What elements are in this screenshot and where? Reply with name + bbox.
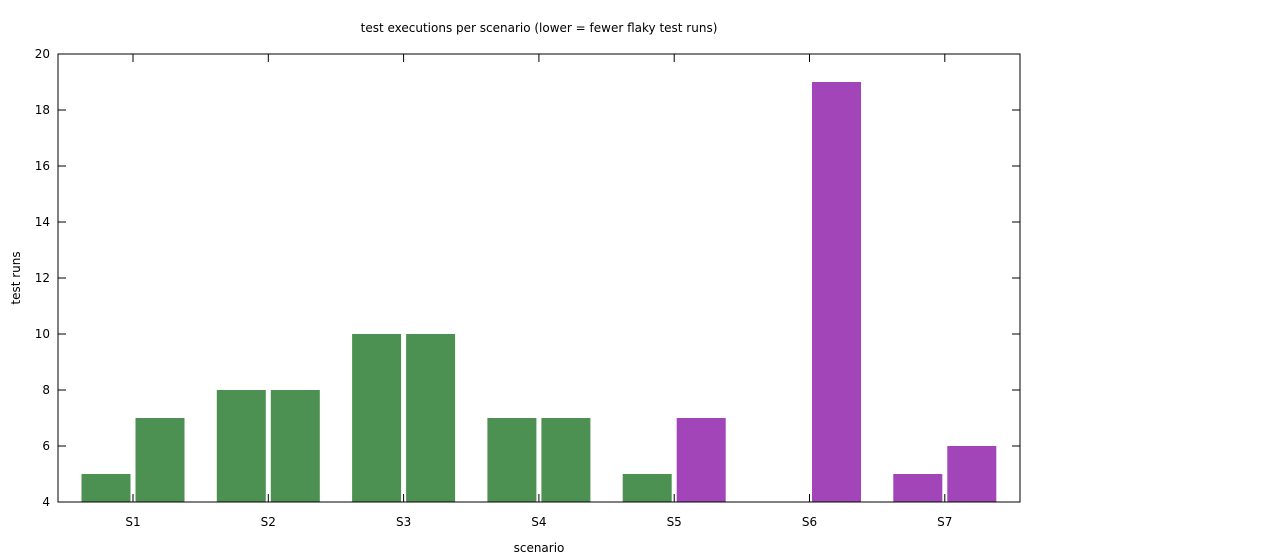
plot-frame bbox=[57, 53, 1021, 503]
x-axis-label: scenario bbox=[514, 541, 565, 555]
chart-title: test executions per scenario (lower = fe… bbox=[361, 21, 718, 35]
y-tick-label: 18 bbox=[35, 103, 50, 117]
y-tick-label: 6 bbox=[42, 439, 50, 453]
bar-s7-1 bbox=[893, 474, 943, 502]
bar-s6-2 bbox=[812, 82, 861, 502]
x-tick-label-s5: S5 bbox=[667, 515, 682, 529]
bar-s3-1 bbox=[352, 334, 402, 502]
x-tick-label-s4: S4 bbox=[531, 515, 546, 529]
y-tick-label: 8 bbox=[42, 383, 50, 397]
y-tick-label: 4 bbox=[42, 495, 50, 509]
y-tick-label: 20 bbox=[35, 47, 50, 61]
bar-s2-2 bbox=[270, 390, 320, 502]
y-tick-label: 14 bbox=[35, 215, 50, 229]
y-tick-label: 10 bbox=[35, 327, 50, 341]
x-tick-label-s6: S6 bbox=[802, 515, 817, 529]
y-tick-label: 12 bbox=[35, 271, 50, 285]
bar-s2-1 bbox=[216, 390, 266, 502]
bar-s4-2 bbox=[541, 418, 591, 502]
x-tick-label-s3: S3 bbox=[396, 515, 411, 529]
bar-s1-2 bbox=[135, 418, 185, 502]
bar-s1-1 bbox=[81, 474, 131, 502]
bar-s5-1 bbox=[622, 474, 672, 502]
y-axis: 4 6 8 10 12 14 16 18 20 bbox=[35, 47, 1020, 509]
bar-s5-2 bbox=[676, 418, 726, 502]
x-tick-label-s2: S2 bbox=[261, 515, 276, 529]
bar-s4-1 bbox=[487, 418, 537, 502]
y-tick-label: 16 bbox=[35, 159, 50, 173]
bar-s3-2 bbox=[406, 334, 456, 502]
x-tick-label-s1: S1 bbox=[125, 515, 140, 529]
y-axis-label: test runs bbox=[9, 251, 23, 304]
bar-s7-2 bbox=[947, 446, 997, 502]
bars-group bbox=[81, 82, 997, 502]
x-axis: S1 S2 S3 S4 S5 S6 S7 bbox=[125, 54, 952, 529]
x-tick-label-s7: S7 bbox=[937, 515, 952, 529]
